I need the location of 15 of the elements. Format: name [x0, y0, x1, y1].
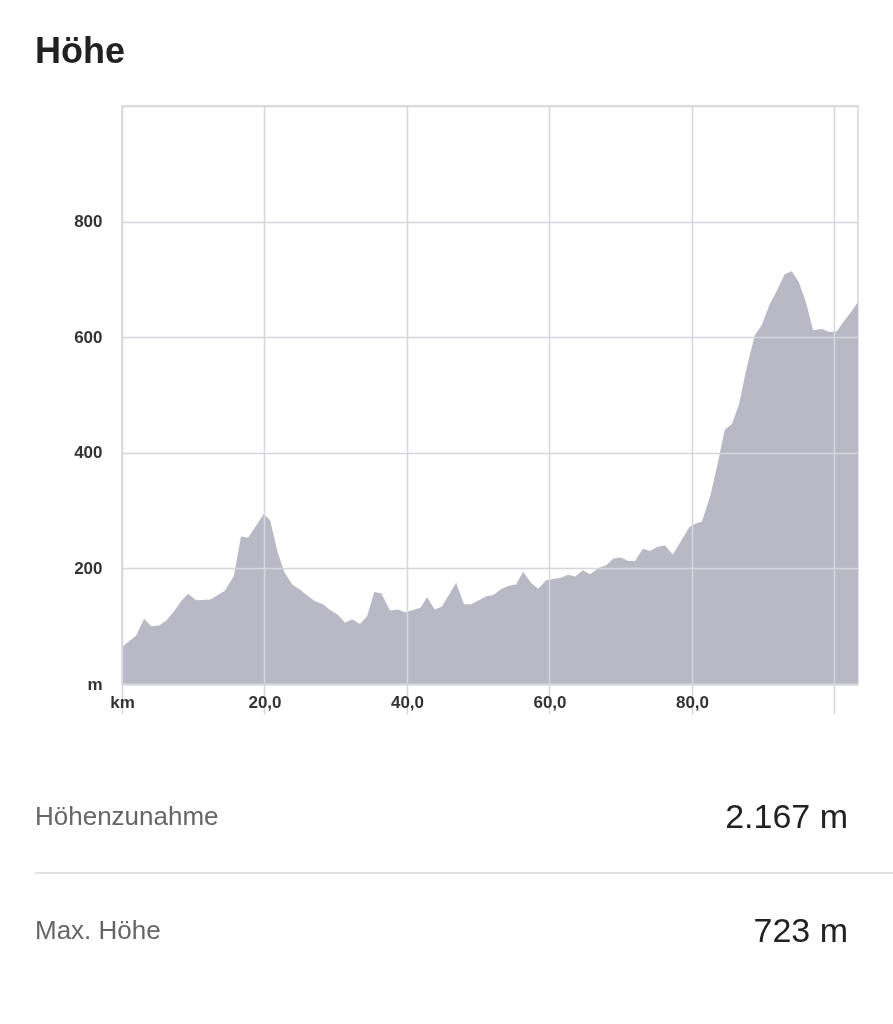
y-tick-label: 200 — [74, 558, 103, 578]
text: 723 m — [753, 910, 848, 950]
text: 2.167 m — [725, 796, 848, 836]
chart-title: Höhe — [35, 30, 125, 72]
y-tick-label: 800 — [74, 212, 103, 232]
text: Max. Höhe — [35, 914, 161, 946]
x-tick-label: 40,0 — [390, 692, 425, 712]
text: Höhenzunahme — [35, 800, 219, 832]
x-tick-label: 80,0 — [675, 692, 710, 712]
y-tick-label: m — [87, 674, 103, 694]
x-tick-label: 20,0 — [248, 692, 282, 712]
x-tick-label: 60,0 — [533, 692, 567, 712]
y-tick-label: 400 — [74, 443, 103, 463]
y-tick-label: 600 — [74, 327, 103, 347]
x-tick-label: km — [110, 692, 135, 712]
